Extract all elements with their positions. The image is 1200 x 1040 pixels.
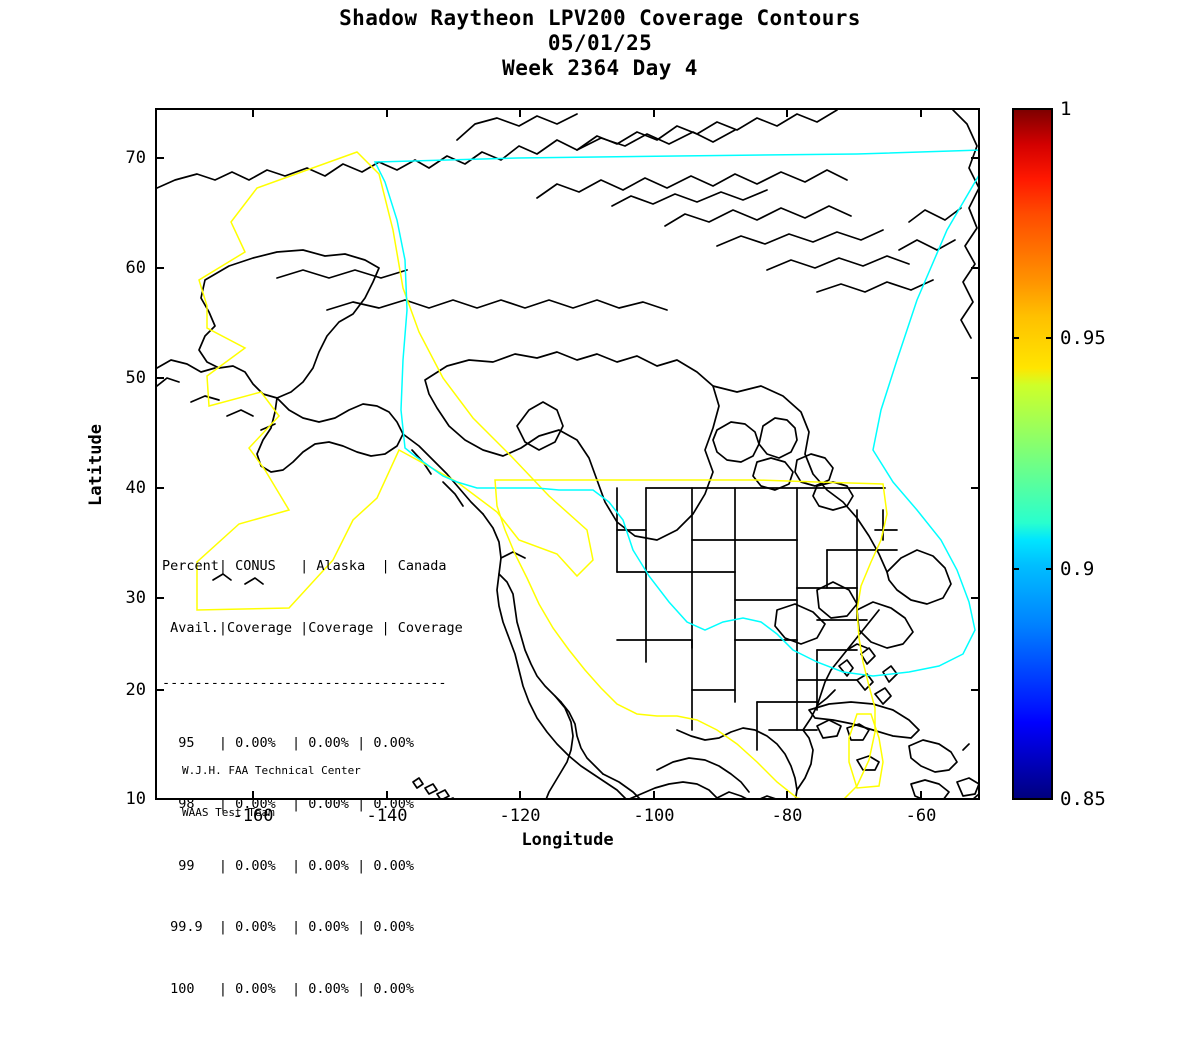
stats-header-row-2: Avail.|Coverage |Coverage | Coverage	[162, 619, 463, 636]
ytick-label-70: 70	[125, 148, 146, 168]
xtick-mark-m140	[386, 791, 388, 800]
stats-row-98: 98 | 0.00% | 0.00% | 0.00%	[162, 796, 414, 812]
ytick-mark-right-20	[971, 689, 980, 691]
north-america-map	[157, 110, 978, 798]
xtick-mark-top-m120	[519, 108, 521, 117]
stats-header-row-1: Percent| CONUS | Alaska | Canada	[162, 558, 447, 574]
map-plot-area[interactable]	[155, 108, 980, 800]
colorbar-label-095: 0.95	[1060, 327, 1106, 349]
service-volume-layer	[196, 149, 978, 798]
colorbar-gradient	[1014, 110, 1051, 798]
xtick-label-m100: -100	[633, 806, 675, 826]
title-line-3: Week 2364 Day 4	[502, 56, 698, 80]
ytick-label-50: 50	[125, 368, 146, 388]
colorbar-tick-right-090	[1046, 568, 1053, 570]
ytick-mark-right-50	[971, 377, 980, 379]
ytick-label-40: 40	[125, 478, 146, 498]
figure-canvas: Shadow Raytheon LPV200 Coverage Contours…	[0, 6, 1200, 997]
colorbar-label-085: 0.85	[1060, 788, 1106, 810]
title-line-1: Shadow Raytheon LPV200 Coverage Contours	[339, 6, 861, 30]
xtick-label-m60: -60	[905, 806, 937, 826]
alaska-service-volume-polygon	[196, 151, 594, 611]
xtick-label-m80: -80	[771, 806, 803, 826]
conus-service-volume-polygon	[494, 479, 888, 798]
coastlines-layer	[157, 110, 978, 798]
xtick-mark-m160	[252, 791, 254, 800]
colorbar-tick-left-095	[1012, 337, 1019, 339]
xtick-label-m120: -120	[499, 806, 541, 826]
x-axis-title: Longitude	[521, 830, 614, 850]
xtick-mark-top-m80	[786, 108, 788, 117]
ytick-label-20: 20	[125, 680, 146, 700]
xtick-mark-m60	[920, 791, 922, 800]
ytick-mark-60	[155, 267, 164, 269]
ytick-mark-right-70	[971, 157, 980, 159]
ytick-label-30: 30	[125, 588, 146, 608]
xtick-label-m140: -140	[366, 806, 408, 826]
xtick-mark-top-m140	[386, 108, 388, 117]
ytick-label-60: 60	[125, 258, 146, 278]
ytick-mark-20	[155, 689, 164, 691]
xtick-mark-top-m60	[920, 108, 922, 117]
y-axis-title: Latitude	[86, 424, 106, 506]
stats-row-100: 100 | 0.00% | 0.00% | 0.00%	[162, 980, 414, 997]
ytick-mark-70	[155, 157, 164, 159]
xtick-mark-m120	[519, 791, 521, 800]
stats-row-95: 95 | 0.00% | 0.00% | 0.00%	[162, 734, 414, 751]
ytick-mark-40	[155, 487, 164, 489]
xtick-label-m160: -160	[232, 806, 274, 826]
credit-text: W.J.H. FAA Technical Center WAAS Test Te…	[182, 736, 361, 848]
ytick-mark-right-60	[971, 267, 980, 269]
xtick-mark-m80	[786, 791, 788, 800]
conus-hawaii-volume-polygon	[848, 713, 884, 789]
ytick-mark-50	[155, 377, 164, 379]
stats-separator: -----------------------------------	[162, 675, 447, 691]
stats-row-99: 99 | 0.00% | 0.00% | 0.00%	[162, 857, 414, 874]
colorbar-label-1: 1	[1060, 98, 1072, 120]
colorbar[interactable]	[1012, 108, 1053, 800]
xtick-mark-top-m160	[252, 108, 254, 117]
credit-line-2: WAAS Test Team	[182, 806, 275, 819]
title-line-2: 05/01/25	[547, 31, 653, 55]
colorbar-label-09: 0.9	[1060, 558, 1095, 580]
ytick-mark-right-30	[971, 597, 980, 599]
stats-row-999: 99.9 | 0.00% | 0.00% | 0.00%	[162, 919, 414, 935]
ytick-mark-30	[155, 597, 164, 599]
xtick-mark-top-m100	[653, 108, 655, 117]
credit-line-1: W.J.H. FAA Technical Center	[182, 764, 361, 777]
xtick-mark-m100	[653, 791, 655, 800]
ytick-mark-right-40	[971, 487, 980, 489]
colorbar-tick-left-090	[1012, 568, 1019, 570]
chart-title: Shadow Raytheon LPV200 Coverage Contours…	[0, 6, 1200, 81]
canada-service-volume-polygon	[373, 149, 978, 677]
ytick-label-10: 10	[125, 789, 146, 809]
ytick-mark-10	[155, 798, 164, 800]
colorbar-tick-right-095	[1046, 337, 1053, 339]
